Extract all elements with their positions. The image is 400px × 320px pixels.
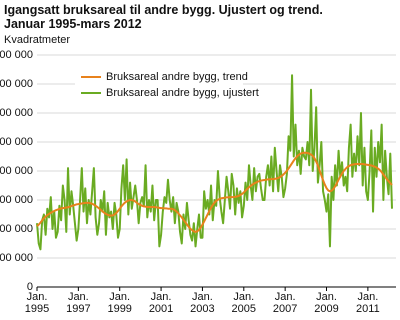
x-tick-label: Jan. 1999: [107, 291, 132, 315]
y-tick-label: 200 000: [0, 223, 33, 235]
x-tick-label: Jan. 2003: [190, 291, 215, 315]
y-tick-label: 0: [27, 281, 33, 293]
x-tick-label: Jan. 2005: [231, 291, 257, 315]
x-tick-label: Jan. 2001: [148, 291, 174, 315]
y-tick-label: 800 000: [0, 49, 33, 61]
y-tick-label: 100 000: [0, 252, 33, 264]
x-tick-label: Jan. 2007: [272, 291, 298, 315]
y-tick-label: 500 000: [0, 136, 33, 148]
chart-title: Igangsatt bruksareal til andre bygg. Uju…: [4, 3, 323, 31]
legend-label: Bruksareal andre bygg, trend: [106, 71, 248, 83]
y-tick-label: 700 000: [0, 78, 33, 90]
legend-label: Bruksareal andre bygg, ujustert: [106, 87, 259, 99]
legend-box: [75, 68, 243, 104]
x-tick-label: Jan. 1995: [24, 291, 50, 315]
y-tick-label: 400 000: [0, 165, 33, 177]
y-axis-label: Kvadratmeter: [4, 34, 71, 46]
y-tick-label: 300 000: [0, 194, 33, 206]
x-tick-label: Jan. 2011: [356, 291, 380, 315]
x-tick-label: Jan. 1997: [66, 291, 91, 315]
y-tick-label: 600 000: [0, 107, 33, 119]
series-line: [36, 151, 393, 233]
series-line: [36, 74, 393, 251]
x-tick-label: Jan. 2009: [314, 291, 339, 315]
